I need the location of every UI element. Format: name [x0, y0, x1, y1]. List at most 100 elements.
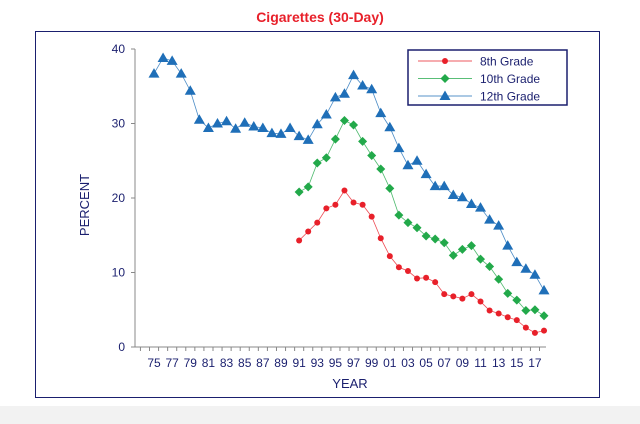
data-point	[239, 117, 251, 127]
data-point	[148, 68, 160, 78]
series-12th-grade	[148, 52, 550, 295]
data-point	[521, 305, 531, 315]
x-tick-label: 85	[238, 356, 252, 370]
data-point	[503, 288, 513, 298]
data-point	[303, 182, 313, 192]
data-point	[404, 268, 411, 275]
data-point	[520, 263, 532, 273]
data-point	[221, 115, 233, 126]
x-tick-label: 95	[329, 356, 343, 370]
data-point	[484, 214, 496, 224]
data-point	[350, 199, 357, 206]
chart-title: Cigarettes (30-Day)	[256, 9, 384, 25]
data-point	[432, 279, 439, 286]
data-point	[450, 293, 457, 300]
data-point	[184, 85, 196, 95]
data-point	[522, 324, 529, 331]
data-point	[421, 231, 431, 241]
data-point	[376, 164, 386, 174]
data-point	[475, 202, 487, 212]
data-point	[466, 241, 476, 251]
data-point	[294, 187, 304, 197]
x-tick-label: 01	[383, 356, 397, 370]
data-point	[448, 250, 458, 260]
x-tick-label: 81	[202, 356, 216, 370]
x-tick-label: 99	[365, 356, 379, 370]
data-point	[457, 244, 467, 254]
data-point	[420, 168, 432, 179]
data-point	[332, 201, 339, 208]
data-point	[504, 314, 511, 321]
data-point	[296, 237, 303, 244]
page-bottom-strip	[0, 406, 640, 424]
data-point	[348, 69, 360, 80]
chart-frame	[35, 31, 600, 398]
data-point	[511, 256, 523, 267]
legend-label: 8th Grade	[480, 55, 534, 69]
data-point	[375, 107, 387, 118]
data-point	[439, 238, 449, 248]
x-tick-label: 09	[456, 356, 470, 370]
data-point	[275, 128, 287, 138]
legend-marker	[442, 58, 448, 64]
data-point	[513, 317, 520, 324]
data-point	[495, 310, 502, 317]
y-tick-label: 40	[112, 42, 126, 56]
data-point	[447, 189, 459, 200]
data-point	[430, 234, 440, 244]
data-point	[368, 213, 375, 220]
x-axis-title: YEAR	[332, 376, 367, 391]
data-point	[193, 114, 205, 124]
data-point	[493, 220, 505, 230]
legend-marker	[439, 90, 451, 100]
data-point	[341, 187, 348, 194]
data-point	[531, 329, 538, 336]
data-point	[414, 275, 421, 282]
x-tick-label: 77	[165, 356, 179, 370]
data-point	[385, 183, 395, 193]
data-point	[349, 120, 359, 130]
data-point	[486, 307, 493, 314]
data-point	[330, 134, 340, 144]
y-tick-label: 30	[112, 117, 126, 131]
data-point	[393, 142, 405, 153]
data-point	[538, 284, 550, 295]
x-tick-label: 97	[347, 356, 361, 370]
data-point	[329, 91, 341, 102]
data-point	[423, 274, 430, 281]
data-point	[394, 210, 404, 220]
data-point	[166, 55, 178, 65]
data-point	[157, 52, 169, 62]
x-tick-label: 13	[492, 356, 506, 370]
x-tick-label: 05	[419, 356, 433, 370]
data-point	[377, 235, 384, 242]
data-point	[266, 127, 278, 138]
x-tick-label: 03	[401, 356, 415, 370]
data-point	[302, 134, 314, 144]
data-point	[512, 295, 522, 305]
data-point	[477, 298, 484, 305]
data-point	[412, 223, 422, 233]
data-point	[366, 83, 378, 94]
data-point	[465, 198, 477, 208]
data-point	[338, 88, 350, 98]
data-point	[441, 291, 448, 298]
data-point	[202, 122, 214, 132]
data-point	[339, 116, 349, 126]
x-tick-label: 11	[474, 356, 487, 370]
x-tick-label: 89	[274, 356, 288, 370]
data-point	[321, 153, 331, 163]
data-point	[459, 295, 466, 302]
data-point	[257, 122, 269, 132]
data-point	[320, 109, 332, 119]
data-point	[323, 205, 330, 212]
data-point	[311, 118, 323, 129]
data-point	[305, 228, 312, 235]
data-point	[284, 122, 296, 132]
x-tick-label: 15	[510, 356, 524, 370]
data-point	[312, 158, 322, 168]
data-point	[230, 123, 242, 133]
data-point	[395, 264, 402, 271]
data-point	[456, 191, 468, 202]
